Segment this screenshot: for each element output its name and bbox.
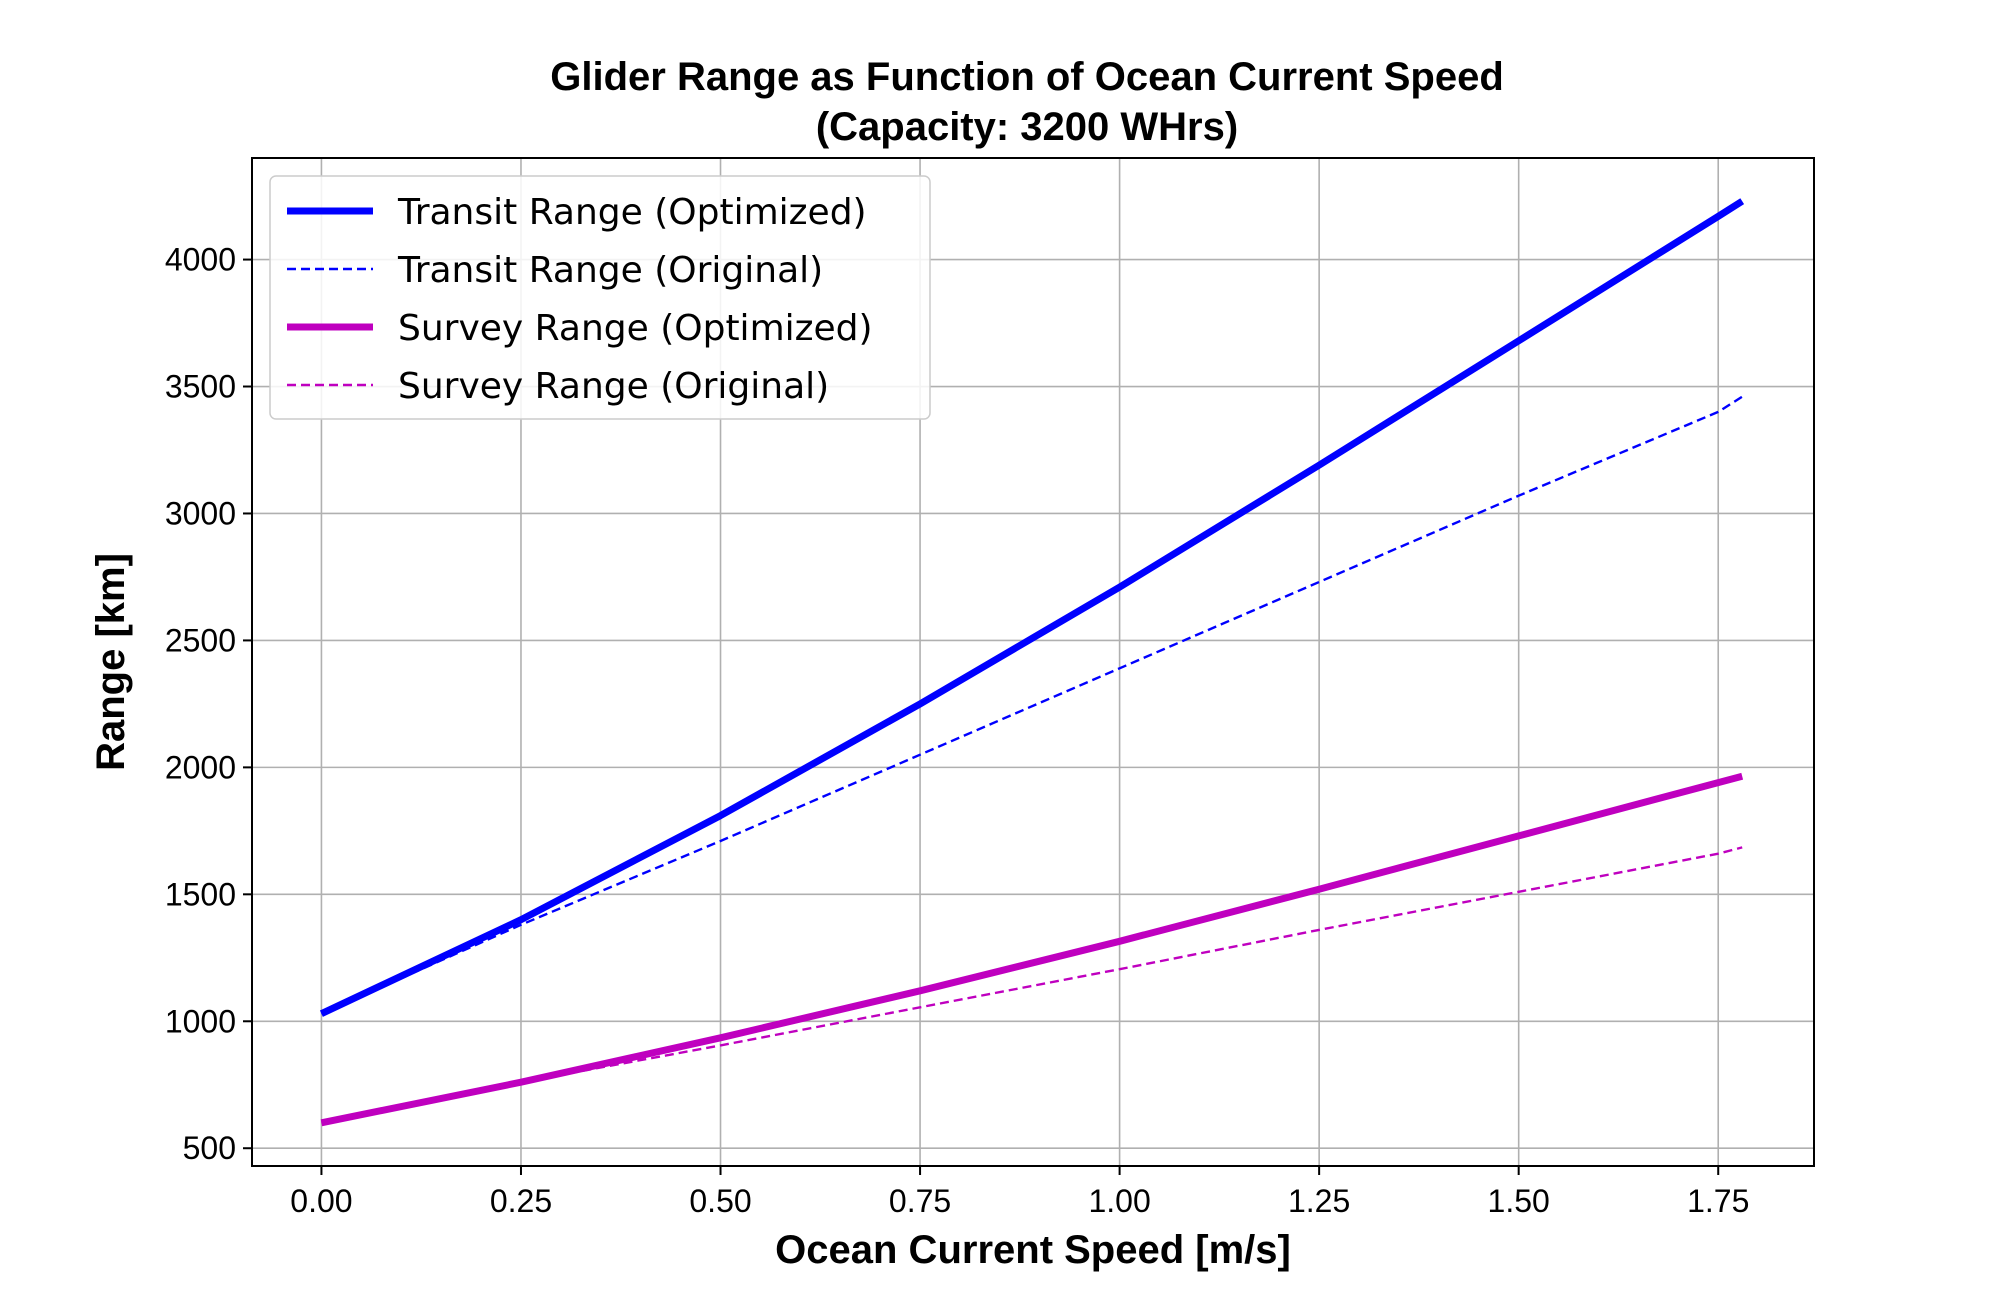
legend-label-0: Transit Range (Optimized)	[397, 192, 867, 233]
y-tick-label: 2500	[165, 622, 236, 658]
y-tick-label: 3500	[165, 369, 236, 405]
legend-box	[269, 175, 931, 420]
legend-label-3: Survey Range (Original)	[398, 366, 829, 407]
legend: Transit Range (Optimized) Transit Range (…	[269, 175, 931, 420]
y-tick-label: 2000	[165, 749, 236, 785]
ticks: 0.00 0.25 0.50 0.75 1.00 1.25 1.50 1.75 500 1000 1…	[165, 242, 1750, 1219]
plot-frame	[251, 157, 1815, 1167]
x-tick-label: 1.00	[1088, 1183, 1150, 1219]
y-axis-label: Range [km]	[89, 553, 133, 771]
y-tick-label: 1000	[165, 1003, 236, 1039]
y-tick-label: 3000	[165, 495, 236, 531]
y-tick-label: 4000	[165, 242, 236, 278]
x-tick-label: 1.75	[1687, 1183, 1749, 1219]
legend-label-2: Survey Range (Optimized)	[398, 308, 873, 349]
legend-label-1: Transit Range (Original)	[397, 250, 823, 291]
chart-subtitle: (Capacity: 3200 WHrs)	[816, 105, 1238, 149]
series-line-1	[320, 395, 1743, 1015]
x-tick-label: 1.25	[1288, 1183, 1350, 1219]
x-tick-label: 0.75	[889, 1183, 951, 1219]
x-axis-label: Ocean Current Speed [m/s]	[775, 1228, 1291, 1272]
y-tick-label: 500	[183, 1130, 236, 1166]
chart-title: Glider Range as Function of Ocean Curren…	[550, 55, 1504, 99]
x-tick-label: 1.50	[1488, 1183, 1550, 1219]
series-line-2	[320, 772, 1744, 1127]
series-line-0	[319, 198, 1745, 1017]
x-tick-label: 0.00	[290, 1183, 352, 1219]
series-lines	[319, 198, 1745, 1127]
x-tick-label: 0.25	[490, 1183, 552, 1219]
y-tick-label: 1500	[165, 876, 236, 912]
x-tick-label: 0.50	[689, 1183, 751, 1219]
